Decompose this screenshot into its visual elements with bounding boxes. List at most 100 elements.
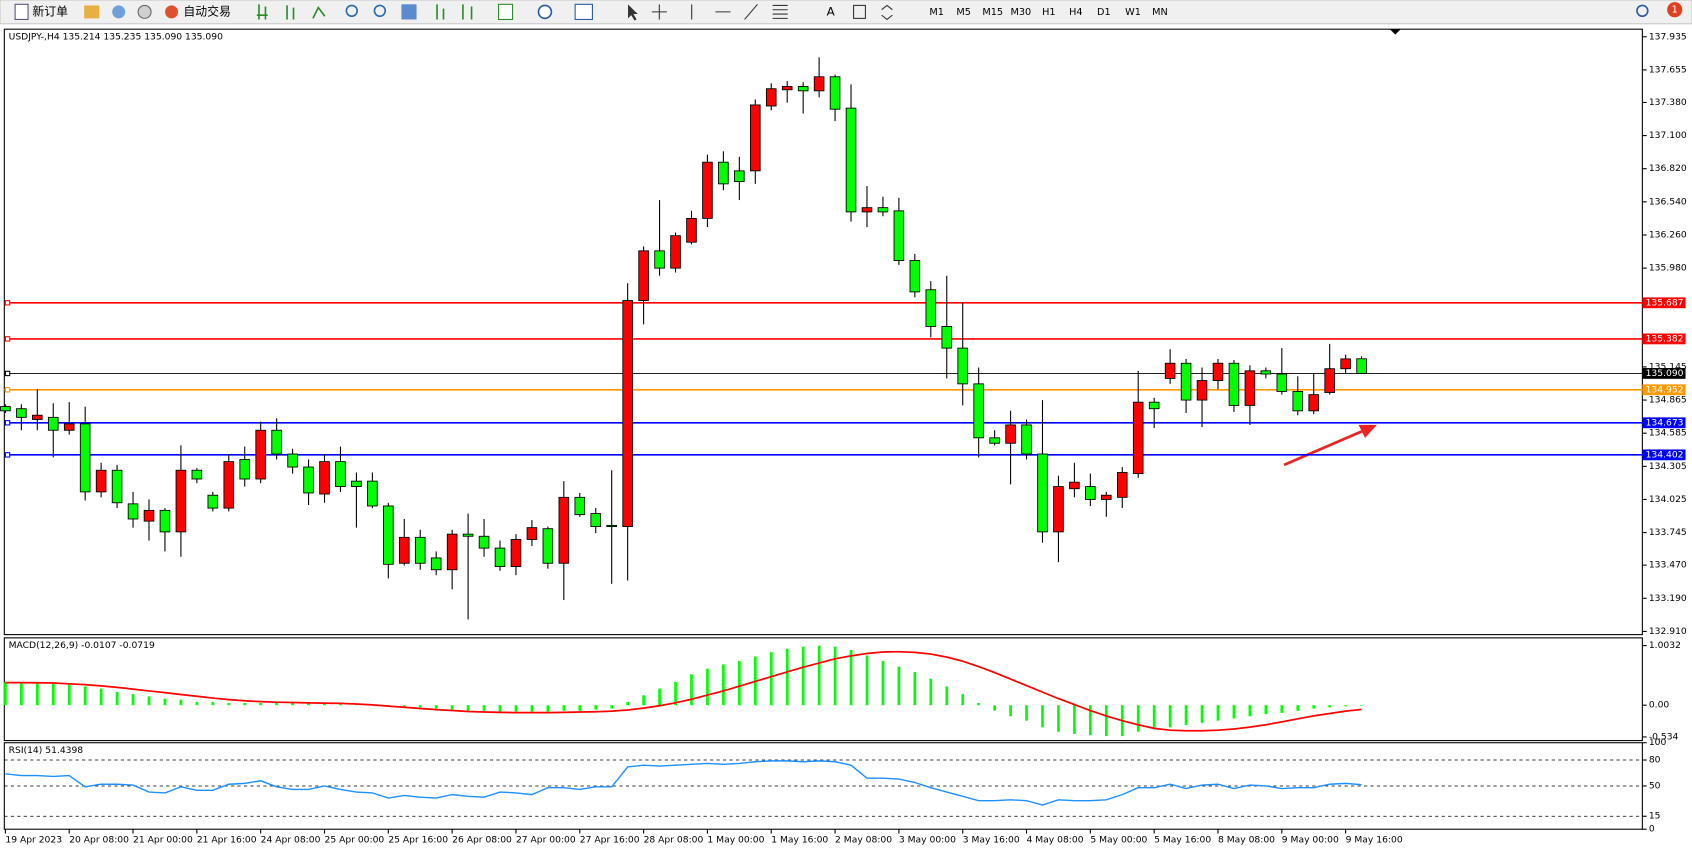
timeframe-button[interactable]: W1 — [1125, 7, 1141, 18]
hline-handle — [4, 300, 11, 306]
timeframe-button[interactable]: D1 — [1097, 7, 1111, 18]
arrow-shaft — [1283, 430, 1363, 467]
timeframes: M1 M5 M15 M30 H1 H4 D1 W1 MN — [929, 7, 1167, 18]
timeframe-button[interactable]: M15 — [982, 7, 1003, 18]
candle-body — [702, 161, 713, 219]
new-order-icon — [14, 3, 29, 21]
y-tick-label: 135.980 — [1649, 263, 1687, 274]
candle-body — [494, 547, 506, 568]
candle-body — [973, 383, 984, 439]
candle-body — [1101, 494, 1112, 500]
periods[interactable] — [537, 4, 553, 20]
candle-body — [351, 480, 362, 488]
candle-body — [1116, 472, 1128, 498]
candle-body — [909, 260, 921, 293]
candle-body — [1356, 358, 1367, 374]
auto-trading-button[interactable]: 自动交易 — [165, 4, 231, 18]
candle-body — [877, 207, 889, 213]
icon — [286, 5, 295, 20]
candle-body — [367, 480, 378, 507]
candle-body — [1085, 486, 1096, 500]
new-order-button[interactable]: 新订单 — [14, 3, 68, 21]
candle-body — [207, 494, 219, 509]
candle-body — [829, 76, 841, 110]
y-tick-label: 133.745 — [1649, 527, 1687, 538]
x-tick-label: 9 May 16:00 — [1346, 835, 1403, 846]
x-tick-label: 27 Apr 16:00 — [580, 835, 640, 846]
search[interactable] — [1636, 4, 1649, 18]
arrow-tool[interactable] — [881, 4, 893, 21]
x-tick-label: 3 May 00:00 — [899, 835, 956, 846]
hline-handle — [4, 452, 11, 458]
pane-frame — [3, 28, 1643, 636]
label-tool[interactable] — [853, 4, 866, 19]
hline-handle — [4, 336, 11, 342]
indicator-line — [5, 650, 1362, 732]
x-tick-label: 5 May 16:00 — [1154, 835, 1211, 846]
zoom-out[interactable] — [373, 4, 387, 18]
y-tick-label: 136.260 — [1649, 229, 1687, 240]
y-tick-label: 137.935 — [1649, 31, 1687, 42]
y-tick-label: 0 — [1649, 824, 1655, 835]
hline-label: 134.952 — [1646, 384, 1684, 395]
candle-body — [239, 459, 251, 480]
new-order-label: 新订单 — [32, 4, 68, 18]
candle-body — [750, 104, 761, 172]
x-tick-label: 28 Apr 08:00 — [644, 835, 704, 846]
candle-body — [1005, 424, 1016, 444]
candle-body — [255, 429, 266, 480]
indicators[interactable] — [497, 3, 514, 21]
timeframe-button[interactable]: H1 — [1042, 7, 1055, 18]
candle-body — [1180, 362, 1192, 401]
candle-body — [1164, 362, 1176, 379]
candle-body — [574, 496, 586, 516]
x-tick-label: 20 Apr 08:00 — [69, 835, 129, 846]
candle-body — [797, 86, 809, 92]
candle-body — [462, 533, 474, 537]
hline-handle — [4, 387, 11, 393]
x-tick-label: 1 May 00:00 — [707, 835, 764, 846]
hline-label-bg — [1642, 417, 1686, 429]
timeframe-button[interactable]: M5 — [956, 7, 971, 18]
candle-body — [223, 461, 235, 509]
icon — [256, 4, 268, 20]
timeframe-button[interactable]: M30 — [1010, 7, 1031, 18]
timeframe-button[interactable]: M1 — [929, 7, 944, 18]
zoom-in[interactable] — [345, 4, 358, 18]
drawing-tools[interactable] — [651, 3, 788, 20]
candle-body — [1212, 362, 1224, 381]
y-tick-label: 133.470 — [1649, 560, 1687, 571]
toolbar: 新订单 自动交易 A M1 M5 M15 M30 H1 H4 D1 W1 MN 1 — [0, 0, 1692, 25]
x-tick-label: 27 Apr 00:00 — [516, 835, 576, 846]
hline-label: 134.402 — [1646, 449, 1684, 460]
y-tick-label: 134.305 — [1649, 461, 1687, 472]
cursor[interactable] — [628, 4, 638, 21]
candle-body — [1021, 424, 1032, 455]
templates[interactable] — [574, 3, 593, 21]
candle-body — [319, 461, 330, 495]
candle-body — [1276, 373, 1288, 392]
candle-body — [654, 250, 665, 269]
x-tick-label: 4 May 08:00 — [1027, 835, 1084, 846]
text-tool[interactable]: A — [827, 4, 836, 18]
timeframe-button[interactable]: H4 — [1069, 7, 1082, 18]
hline-label: 135.090 — [1646, 368, 1684, 379]
notification-count: 1 — [1672, 5, 1678, 16]
annotation-arrow — [1283, 424, 1377, 467]
candle-body — [398, 536, 410, 564]
candle-body — [175, 469, 187, 533]
candle-body — [526, 527, 538, 540]
shift-marker — [1389, 29, 1401, 35]
candle-body — [430, 557, 442, 571]
candle-body — [446, 533, 458, 571]
notification-badge[interactable] — [1667, 2, 1683, 18]
icon — [137, 4, 152, 19]
timeframe-button[interactable]: MN — [1152, 7, 1168, 18]
auto-trading-label: 自动交易 — [183, 4, 230, 18]
tile[interactable] — [401, 4, 417, 20]
candle-body — [718, 161, 729, 185]
candle-body — [957, 347, 969, 385]
candle-body — [1260, 370, 1272, 375]
candle-body — [143, 509, 155, 522]
